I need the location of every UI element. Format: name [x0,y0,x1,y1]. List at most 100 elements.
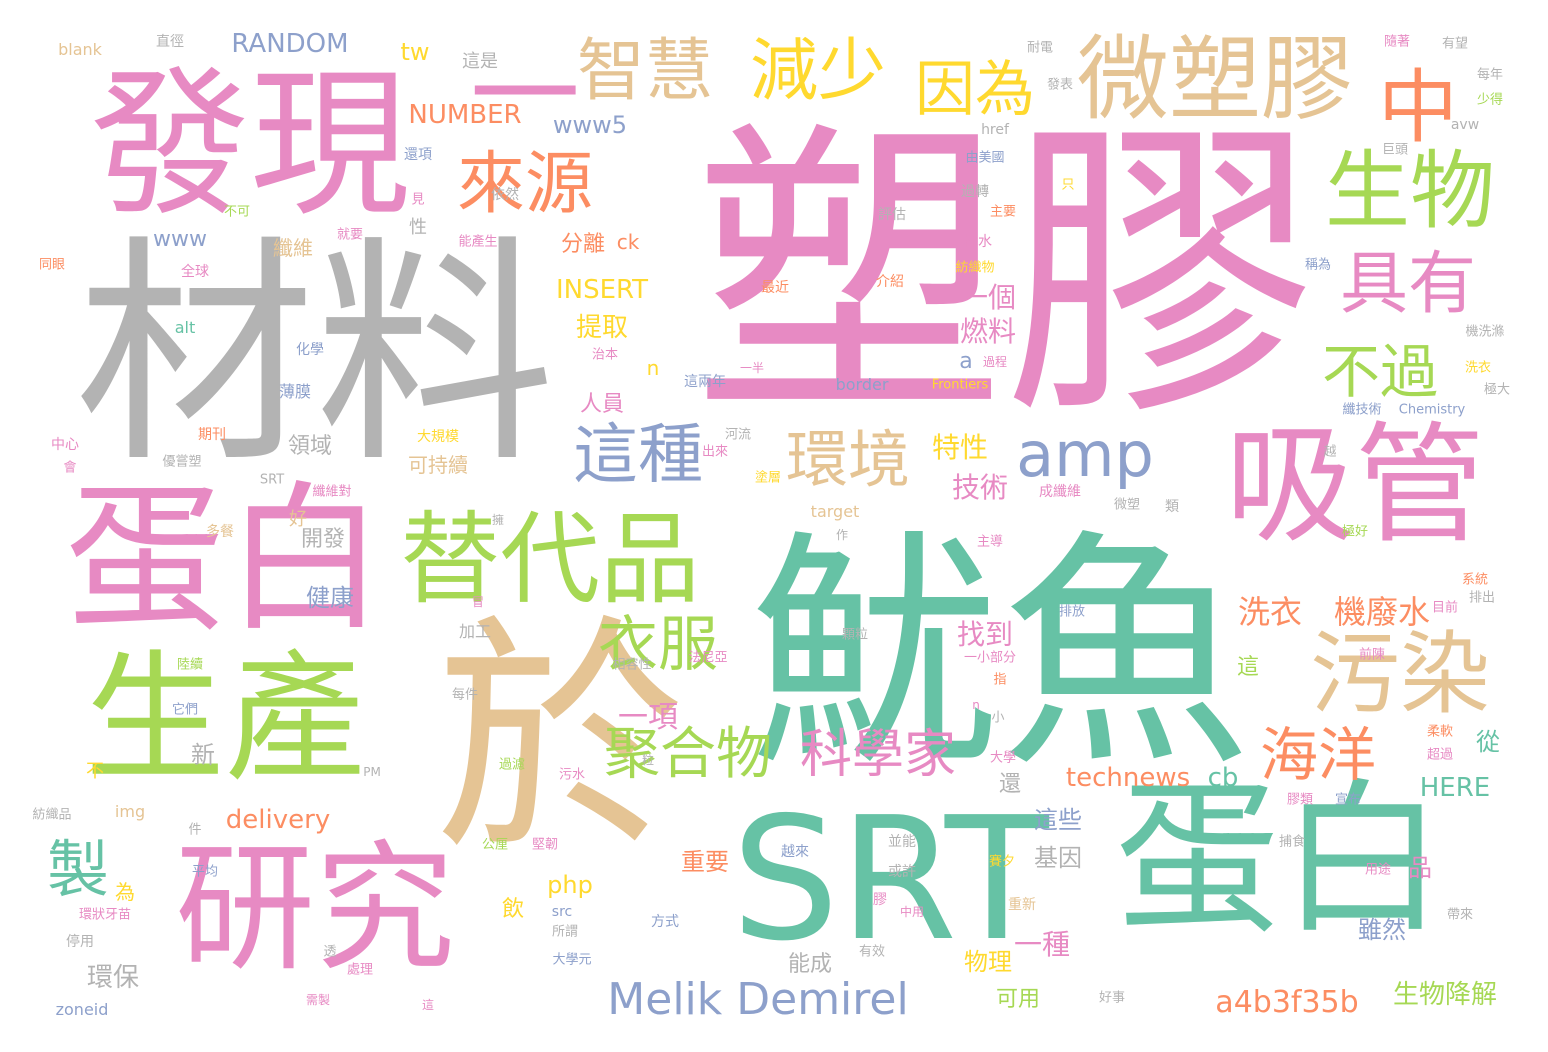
word-one: 一 [470,31,580,159]
word-piece: 件 [188,822,202,838]
word-every-year: 每年 [1476,67,1504,83]
word-excellent: 極好 [1341,524,1369,540]
word-disable: 停用 [66,934,94,950]
word-renew: 重新 [1008,897,1036,913]
word-extract: 提取 [575,313,629,343]
word-do: 作 [835,528,849,542]
word-see: 見 [411,192,425,208]
word-trait: 特性 [931,431,989,464]
word-here: HERE [1419,773,1491,803]
word-because: 因為 [915,55,1035,125]
word-half: 一半 [739,361,765,375]
word-transfer: 過轉 [961,184,989,200]
word-n-small: n [972,698,980,712]
word-yu: 於 [435,594,685,885]
word-come-out: 出來 [701,444,729,460]
word-blank: blank [58,40,102,59]
word-n: n [646,356,660,380]
word-emit: 排放 [1058,604,1086,620]
word-intro: 介紹 [876,274,904,290]
word-evaluate: 評估 [878,207,906,223]
word-clothes: 衣服 [598,610,718,680]
word-available: 可用 [995,987,1041,1012]
word-ck: ck [616,230,640,254]
word-system: 系統 [1461,572,1489,588]
word-ring-teeth: 環狀牙苗 [78,907,132,923]
word-plastic: 塑膠 [693,93,1317,457]
word-best-taste: 優嘗塑 [162,454,202,470]
word-method: 方式 [651,914,679,930]
word-although: 雖然 [1358,916,1406,944]
word-squid: 魷魚 [750,509,1250,800]
word-still: 依然 [491,187,519,203]
word-source: 來源 [456,145,594,224]
word-textile: 紡織品 [32,807,72,823]
word-will: 會 [63,460,77,476]
word-a-kind: 一種 [1013,928,1071,961]
word-fiber-tech: 纖技術 [1342,402,1382,418]
word-insert: INSERT [555,275,649,305]
word-zoneid: zoneid [55,1000,109,1019]
word-night: 賽夕 [988,854,1016,870]
word-grain: 粒 [641,753,655,767]
word-substitute: 替代品 [400,501,700,618]
word-two-years: 這兩年 [684,374,726,390]
word-also: 還 [998,772,1022,797]
word-global: 全球 [181,264,209,280]
word-filter: 過濾 [498,757,526,773]
word-produce: 生產 [84,638,366,801]
word-process: 過程 [982,355,1008,369]
word-soft: 柔軟 [1426,724,1454,740]
word-biology: 生物 [1324,142,1496,242]
word-wastewater: 機廢水 [1333,593,1431,631]
word-center: 中心 [51,437,79,453]
word-random: RANDOM [231,29,349,59]
word-physics: 物理 [964,948,1012,976]
word-only: 只 [1061,177,1075,193]
word-few: 少得 [1476,92,1504,108]
word-biodegrade: 生物降解 [1392,980,1498,1010]
word-mm: 公厘 [481,837,509,853]
word-journal: 期刊 [198,427,226,443]
word-php: php [547,871,593,899]
word-large-scale: 大規模 [417,429,459,445]
word-wash: 洗衣 [1237,593,1303,631]
word-naked-eye: 同眼 [38,257,66,273]
word-sewage: 污水 [558,767,586,783]
word-through: 透 [323,944,337,960]
word-exceed: 超過 [1426,747,1454,763]
word-smart: 智慧 [576,32,714,111]
word-eco: 環保 [86,963,140,993]
word-washer: 機洗滌 [1465,324,1505,340]
word-health: 健康 [306,584,354,612]
word-fiber-pair: 纖維對 [312,484,352,500]
word-use: 用途 [1364,862,1392,878]
word-hash: a4b3f35b [1215,985,1359,1020]
word-into-fiber: 成纖維 [1039,484,1081,500]
word-href: href [981,122,1009,138]
word-need-make: 需製 [305,993,331,1007]
word-average: 平均 [191,864,219,880]
word-amp: amp [1016,418,1154,491]
word-announce: 宣布 [1334,792,1362,808]
word-yue: 越 [1323,444,1337,460]
word-film: 薄膜 [278,382,312,401]
word-type: 類 [1165,499,1179,515]
word-compat: 相容性 [612,657,652,673]
word-pennsylvania: 法尼亞 [688,650,728,666]
word-product: 品 [1408,854,1432,882]
word-hold: 擁 [491,513,505,527]
word-washing: 洗衣 [1464,360,1492,376]
word-have: 具有 [1339,245,1477,324]
word-called: 稱為 [1304,257,1332,273]
word-fiber: 纖維 [273,236,313,260]
word-currently: 目前 [1431,600,1459,616]
word-delivery: delivery [225,805,331,835]
word-nature: 性 [409,217,427,238]
word-these: 這些 [1034,806,1082,834]
word-from: 從 [1476,728,1500,756]
word-risk: 冒 [471,595,485,609]
word-one-item: 一項 [618,700,678,735]
word-discover: 發現 [89,51,411,238]
